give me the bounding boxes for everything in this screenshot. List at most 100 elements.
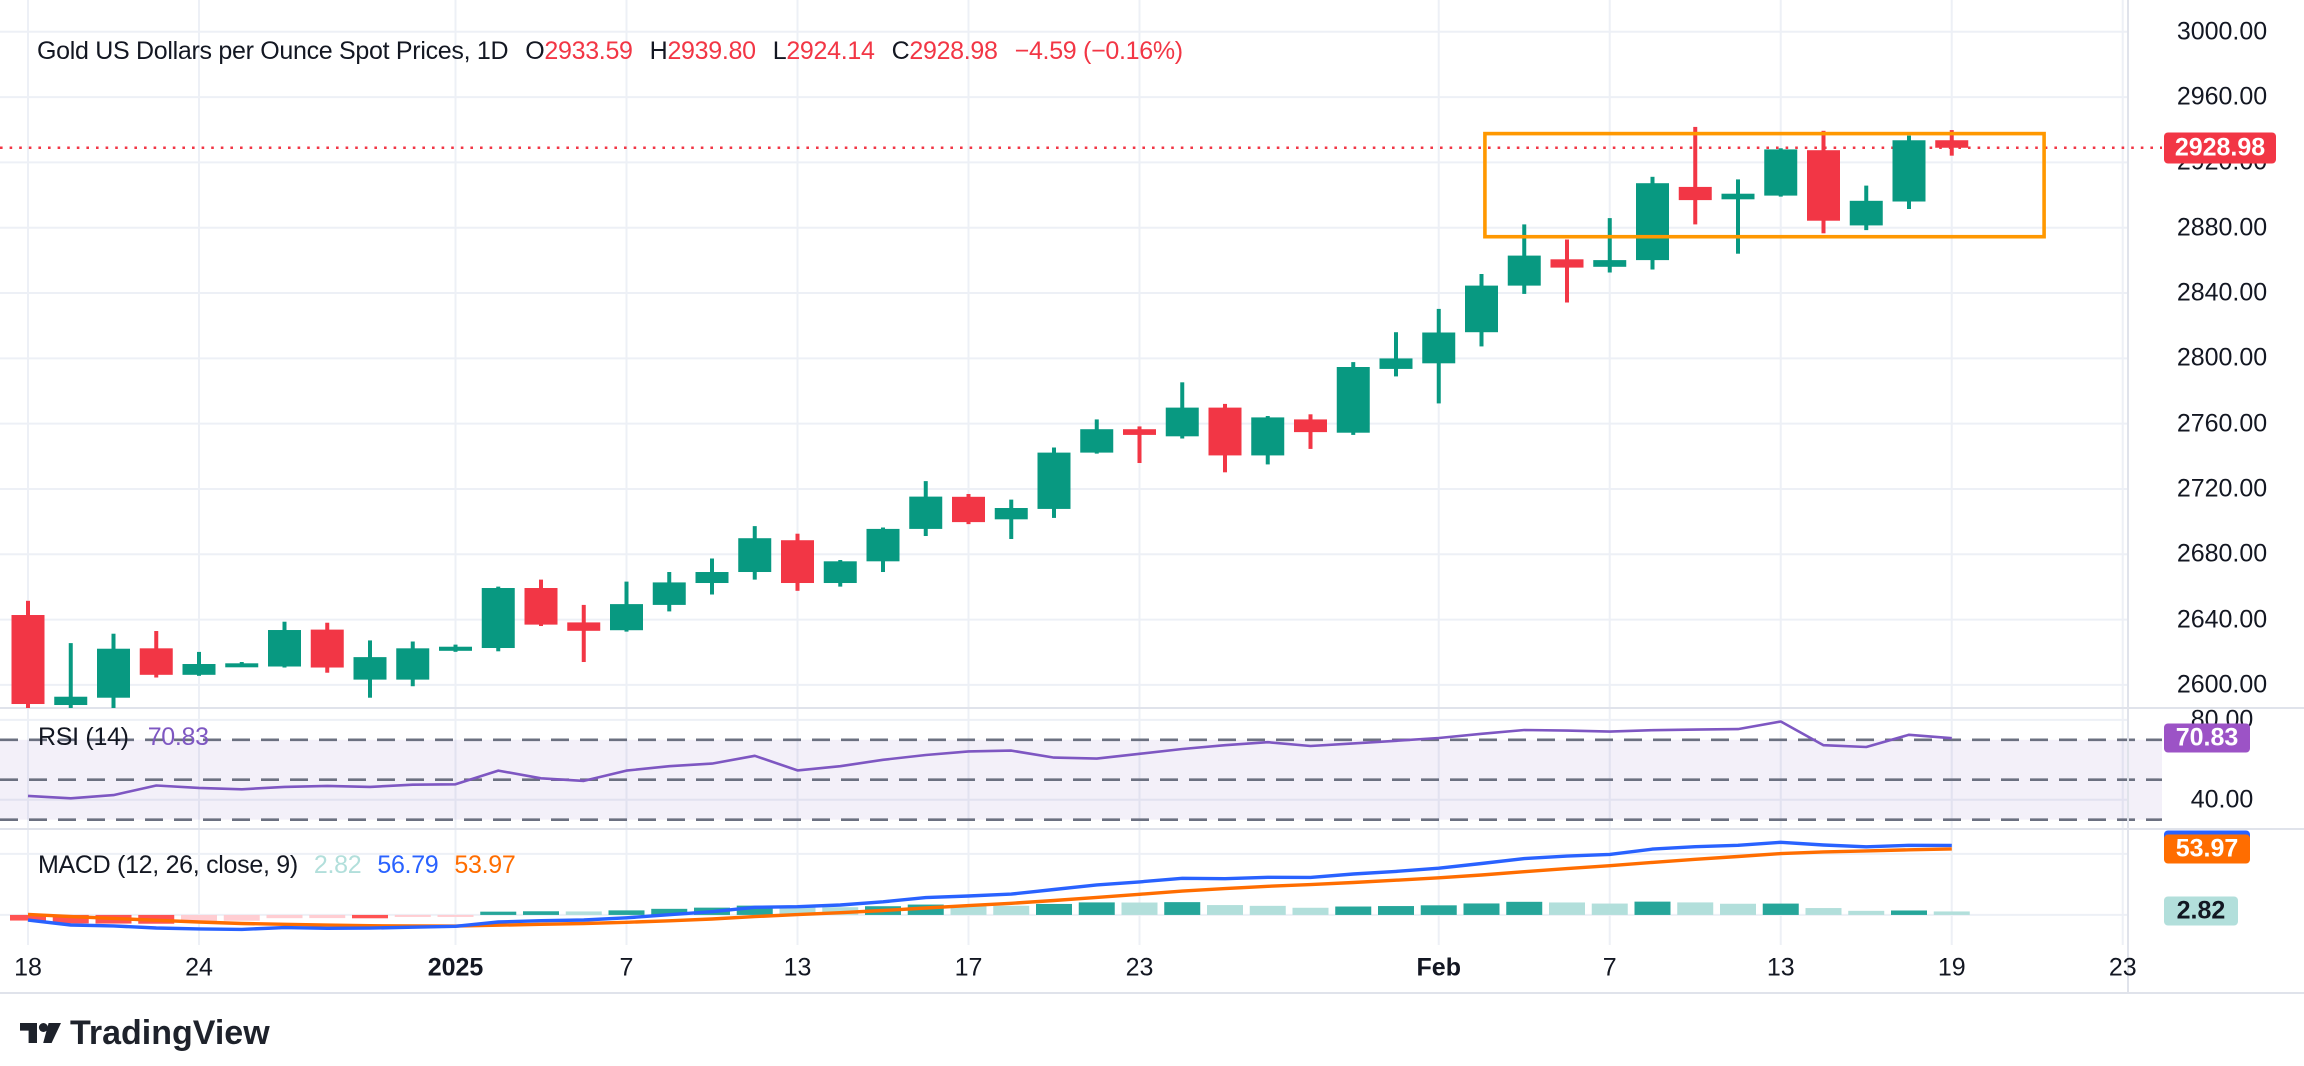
candle-body bbox=[738, 538, 772, 573]
macd-histogram-bar bbox=[779, 906, 816, 915]
price-axis-label: 2840.00 bbox=[2176, 278, 2268, 307]
pane-separators bbox=[0, 0, 2304, 994]
ohlc-low: L2924.14 bbox=[773, 37, 875, 66]
candle-body bbox=[781, 540, 814, 584]
price-axis-label: 2720.00 bbox=[2176, 474, 2268, 503]
time-axis-label: 17 bbox=[954, 953, 983, 982]
macd-histogram-bar bbox=[1891, 910, 1927, 915]
macd-histogram-bar bbox=[993, 905, 1030, 915]
candle-body bbox=[866, 528, 900, 562]
macd-line bbox=[27, 840, 1952, 932]
candle-body bbox=[1678, 186, 1712, 201]
candle-body bbox=[1593, 260, 1627, 267]
rsi-value: 70.83 bbox=[147, 723, 209, 751]
candle-body bbox=[1849, 200, 1883, 226]
ohlc-open: O2933.59 bbox=[525, 37, 633, 66]
price-axis-label: 2760.00 bbox=[2176, 409, 2268, 438]
macd-histogram-bar bbox=[1591, 903, 1628, 915]
candle-body bbox=[1208, 407, 1242, 456]
rsi-band bbox=[0, 738, 2162, 821]
candle-body bbox=[1507, 255, 1541, 286]
close-label: C bbox=[891, 37, 910, 65]
macd-histogram-bar bbox=[181, 914, 217, 922]
time-axis-label: 23 bbox=[2108, 953, 2137, 982]
macd-histogram-bar bbox=[1164, 902, 1201, 915]
candle-body bbox=[1892, 140, 1926, 202]
candle-body bbox=[54, 696, 88, 706]
candle-body bbox=[1721, 193, 1755, 200]
macd-signal-value: 53.97 bbox=[454, 851, 516, 879]
macd-histogram-bar bbox=[950, 905, 987, 915]
time-axis-label: 19 bbox=[1937, 953, 1966, 982]
candle-body bbox=[1165, 407, 1199, 437]
candle-body bbox=[182, 664, 216, 675]
macd-hist-value: 2.82 bbox=[313, 851, 362, 879]
open-label: O bbox=[525, 37, 545, 65]
candle-body bbox=[994, 508, 1028, 520]
time-axis-label: 23 bbox=[1125, 953, 1154, 982]
candle-body bbox=[1037, 452, 1071, 509]
macd-label[interactable]: MACD (12, 26, close, 9) bbox=[38, 851, 298, 879]
macd-line-value: 56.79 bbox=[377, 851, 439, 879]
candle-wick bbox=[1693, 126, 1698, 225]
macd-histogram-bar bbox=[1848, 910, 1885, 915]
rsi-label[interactable]: RSI (14) bbox=[38, 723, 129, 751]
macd-histogram-bar bbox=[10, 914, 46, 921]
rsi-line bbox=[27, 720, 1952, 800]
macd-histogram-bar bbox=[52, 914, 89, 924]
candle-body bbox=[97, 648, 130, 698]
candle-body bbox=[353, 657, 387, 680]
macd-histogram-bar bbox=[1933, 911, 1970, 915]
macd-histogram-bar bbox=[1249, 905, 1286, 915]
price-axis-label: 2600.00 bbox=[2176, 670, 2268, 699]
price-axis-label: 2960.00 bbox=[2176, 82, 2268, 111]
tradingview-watermark[interactable]: TradingView bbox=[20, 1014, 270, 1053]
candle-body bbox=[310, 629, 344, 668]
macd-histogram-bar bbox=[1121, 902, 1158, 915]
macd-histogram-bar bbox=[480, 911, 517, 915]
candle-body bbox=[524, 588, 558, 625]
high-label: H bbox=[649, 37, 668, 65]
macd-histogram-bar bbox=[608, 910, 645, 915]
logo-dot-glyph bbox=[38, 1023, 48, 1032]
candle-wick bbox=[1137, 426, 1142, 464]
macd-histogram-bar bbox=[651, 908, 688, 915]
time-axis-label: 7 bbox=[619, 953, 634, 982]
macd-histogram-bar bbox=[1634, 901, 1671, 915]
macd-hist-badge: 2.82 bbox=[2164, 896, 2238, 926]
ohlc-high: H2939.80 bbox=[650, 37, 756, 66]
candle-body bbox=[695, 572, 729, 584]
candle-body bbox=[1550, 259, 1584, 268]
candle-body bbox=[1379, 358, 1413, 369]
rsi-value-badge: 70.83 bbox=[2164, 723, 2250, 753]
time-axis-label: 13 bbox=[783, 953, 812, 982]
candle-body bbox=[268, 630, 301, 667]
candle-body bbox=[1123, 429, 1156, 435]
candle-body bbox=[1336, 367, 1370, 433]
macd-histogram-bar bbox=[1506, 901, 1543, 915]
candle-body bbox=[225, 663, 259, 668]
close-value: 2928.98 bbox=[909, 37, 998, 65]
candle-body bbox=[909, 496, 943, 529]
macd-histogram-bar bbox=[1549, 902, 1585, 915]
candle-body bbox=[567, 622, 601, 631]
candle-wick bbox=[1394, 332, 1398, 377]
price-axis-label: 3000.00 bbox=[2176, 17, 2268, 46]
candle-body bbox=[139, 648, 173, 675]
macd-signal-line bbox=[27, 847, 1952, 928]
rsi-axis-label: 40.00 bbox=[2190, 785, 2254, 814]
candle-body bbox=[1422, 332, 1456, 364]
close-price-badge: 2928.98 bbox=[2164, 132, 2276, 164]
macd-histogram-bar bbox=[907, 904, 944, 915]
candle-body bbox=[1807, 150, 1840, 221]
candlestick-series bbox=[11, 126, 1969, 708]
time-axis-label: 18 bbox=[14, 953, 42, 982]
candle-body bbox=[1251, 417, 1285, 456]
price-axis-label: 2800.00 bbox=[2176, 343, 2268, 372]
candle-body bbox=[652, 582, 686, 605]
time-axis-label: 2025 bbox=[427, 953, 484, 982]
symbol-title[interactable]: Gold US Dollars per Ounce Spot Prices, 1… bbox=[37, 37, 509, 65]
macd-histogram-bar bbox=[1463, 903, 1500, 915]
